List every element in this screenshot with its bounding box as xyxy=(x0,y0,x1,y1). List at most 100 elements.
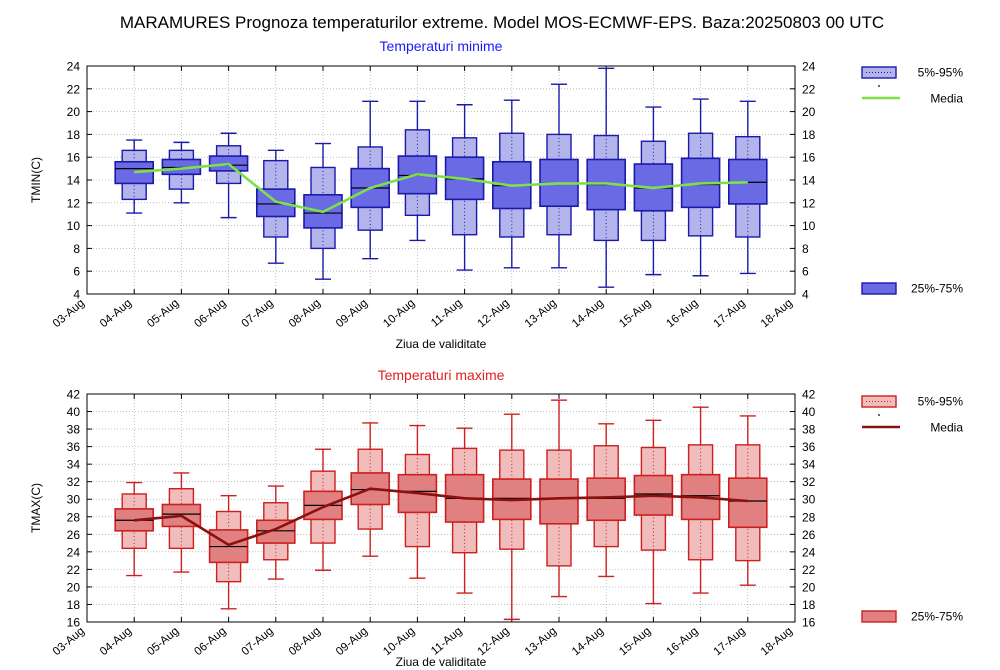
legend-25-75: 25%-75% xyxy=(861,282,963,296)
box-06-Aug xyxy=(208,495,249,610)
x-tick-label: 08-Aug xyxy=(287,625,323,658)
box-05-Aug xyxy=(161,472,202,573)
x-tick-label: 17-Aug xyxy=(712,297,748,330)
y-tick-label-left: 24 xyxy=(67,60,81,74)
x-tick-label: 09-Aug xyxy=(334,625,370,658)
y-tick-label-left: 20 xyxy=(67,580,81,594)
page-title: MARAMURES Prognoza temperaturilor extrem… xyxy=(120,13,884,32)
box-17-Aug xyxy=(727,100,768,275)
x-tick-label: 07-Aug xyxy=(240,297,276,330)
box-17-Aug xyxy=(727,415,768,586)
y-tick-label-left: 16 xyxy=(67,616,81,630)
box-12-Aug xyxy=(491,413,532,621)
y-tick-label-right: 28 xyxy=(802,510,816,524)
box-14-Aug xyxy=(586,67,627,288)
chart-title: Temperaturi minime xyxy=(380,38,503,54)
legend-mean-dot xyxy=(878,414,880,416)
box-04-Aug xyxy=(114,139,154,214)
box-04-Aug xyxy=(114,481,154,577)
y-tick-label-right: 40 xyxy=(802,405,816,419)
y-tick-label-right: 22 xyxy=(802,563,816,577)
y-tick-label-left: 34 xyxy=(67,458,81,472)
y-tick-label-left: 42 xyxy=(67,388,81,402)
y-tick-label-left: 40 xyxy=(67,405,81,419)
box-14-Aug xyxy=(586,423,627,578)
box-15-Aug xyxy=(633,419,674,605)
x-tick-label: 13-Aug xyxy=(523,625,559,658)
y-tick-label-left: 18 xyxy=(67,598,81,612)
legend-label-25-75: 25%-75% xyxy=(911,610,963,624)
x-tick-label: 16-Aug xyxy=(664,297,700,330)
y-tick-label-left: 28 xyxy=(67,510,81,524)
y-tick-label-left: 14 xyxy=(67,174,81,188)
x-tick-label: 13-Aug xyxy=(523,297,559,330)
y-tick-label-left: 16 xyxy=(67,151,81,165)
x-tick-label: 06-Aug xyxy=(192,297,228,330)
box-15-Aug xyxy=(633,106,674,276)
x-tick-label: 03-Aug xyxy=(51,625,87,658)
y-tick-label-left: 24 xyxy=(67,545,81,559)
y-tick-label-left: 26 xyxy=(67,528,81,542)
legend-swatch-25-75 xyxy=(861,282,897,295)
x-tick-label: 10-Aug xyxy=(381,625,417,658)
box-13-Aug xyxy=(539,83,579,269)
y-tick-label-left: 12 xyxy=(67,196,81,210)
y-tick-label-right: 6 xyxy=(802,265,809,279)
legend-label-5-95: 5%-95% xyxy=(918,66,964,80)
y-tick-label-right: 24 xyxy=(802,545,816,559)
x-tick-label: 05-Aug xyxy=(145,297,181,330)
x-tick-label: 04-Aug xyxy=(98,625,134,658)
y-tick-label-right: 16 xyxy=(802,616,816,630)
y-tick-label-right: 20 xyxy=(802,105,816,119)
y-tick-label-right: 12 xyxy=(802,196,816,210)
mean-line xyxy=(134,487,748,547)
x-tick-label: 11-Aug xyxy=(429,297,464,329)
y-axis-label: TMIN(C) xyxy=(29,157,43,203)
y-axis-label: TMAX(C) xyxy=(29,483,43,533)
y-tick-label-right: 14 xyxy=(802,174,816,188)
y-tick-label-right: 30 xyxy=(802,493,816,507)
x-tick-label: 05-Aug xyxy=(145,625,181,658)
legend-mean-dot xyxy=(878,85,880,87)
y-tick-label-left: 30 xyxy=(67,493,81,507)
x-tick-label: 15-Aug xyxy=(617,297,653,330)
box-05-Aug xyxy=(161,141,202,204)
legend-5-95: 5%-95% xyxy=(861,395,964,409)
y-tick-label-right: 10 xyxy=(802,219,816,233)
legend-label-5-95: 5%-95% xyxy=(918,395,964,409)
x-tick-label: 15-Aug xyxy=(617,625,653,658)
y-tick-label-right: 18 xyxy=(802,598,816,612)
y-tick-label-right: 24 xyxy=(802,60,816,74)
box-07-Aug xyxy=(255,149,296,264)
y-tick-label-right: 4 xyxy=(802,288,809,302)
y-tick-label-left: 18 xyxy=(67,128,81,142)
legend-25-75: 25%-75% xyxy=(861,610,963,624)
box-25-75 xyxy=(114,160,154,185)
box-16-Aug xyxy=(680,98,721,277)
box-11-Aug xyxy=(444,427,485,594)
x-tick-label: 03-Aug xyxy=(51,297,87,330)
x-axis-label: Ziua de validitate xyxy=(396,655,487,669)
y-tick-label-right: 26 xyxy=(802,528,816,542)
tmax-chart: Temperaturi maxime 16 16 18 18 20 20 22 22 24 24 26… xyxy=(29,367,963,669)
y-tick-label-right: 38 xyxy=(802,423,816,437)
y-tick-label-left: 36 xyxy=(67,440,81,454)
chart-title: Temperaturi maxime xyxy=(378,367,505,383)
legend-label-25-75: 25%-75% xyxy=(911,282,963,296)
y-tick-label-right: 34 xyxy=(802,458,816,472)
legend-5-95: 5%-95% xyxy=(861,66,964,80)
x-tick-label: 14-Aug xyxy=(570,625,606,658)
y-tick-label-left: 8 xyxy=(73,242,80,256)
y-tick-label-left: 32 xyxy=(67,475,81,489)
y-tick-label-right: 36 xyxy=(802,440,816,454)
y-tick-label-right: 42 xyxy=(802,388,816,402)
x-tick-label: 07-Aug xyxy=(240,625,276,658)
x-tick-label: 12-Aug xyxy=(476,625,512,658)
legend-label-mean: Media xyxy=(930,92,963,106)
mean-line xyxy=(134,162,748,214)
y-tick-label-left: 22 xyxy=(67,82,81,96)
y-tick-label-right: 8 xyxy=(802,242,809,256)
x-tick-label: 10-Aug xyxy=(381,297,417,330)
box-16-Aug xyxy=(680,406,721,594)
box-09-Aug xyxy=(350,100,391,260)
